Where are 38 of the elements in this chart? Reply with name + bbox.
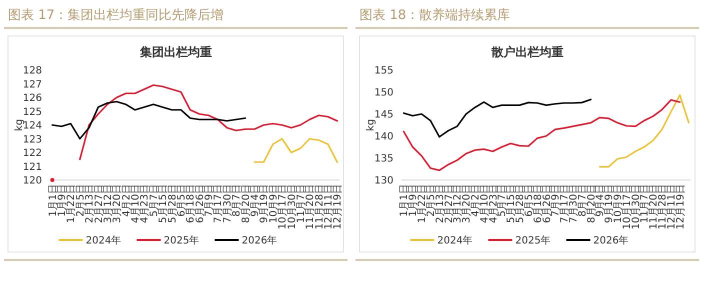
y-axis-title: kg: [14, 118, 25, 132]
x-tick-label: 12月19日: [675, 184, 686, 230]
y-tick-label: 123: [22, 134, 42, 146]
legend-label: 2024年: [86, 234, 122, 246]
y-tick-label: 120: [22, 176, 42, 186]
x-tick-label: 2月13日: [434, 184, 446, 224]
legend-label: 2025年: [164, 234, 200, 246]
y-tick-label: 150: [374, 88, 394, 98]
x-tick-label: 12月11日: [666, 184, 678, 230]
x-tick-label: 10月17日: [622, 184, 633, 230]
y-tick-label: 127: [22, 79, 42, 90]
x-tick-label: 12月19日: [332, 184, 344, 230]
legend-label: 2026年: [242, 234, 278, 246]
x-tick-label: 11月28日: [314, 184, 326, 230]
legend-label: 2024年: [437, 234, 473, 246]
y-tick-label: 140: [374, 132, 394, 142]
y-tick-label: 122: [22, 148, 42, 159]
chart-subtitle: 散户出栏均重: [490, 45, 564, 59]
y-tick-label: 128: [22, 66, 42, 76]
x-tick-label: 4月10日: [479, 184, 490, 224]
chart-subtitle: 集团出栏均重: [138, 45, 212, 59]
y-tick-label: 125: [22, 106, 42, 118]
y-tick-label: 145: [374, 110, 394, 120]
y-tick-label: 121: [22, 162, 42, 173]
y-tick-label: 155: [374, 66, 394, 76]
legend-label: 2025年: [515, 234, 551, 246]
y-axis-title: kg: [366, 118, 376, 132]
x-tick-label: 6月18日: [532, 184, 544, 224]
chart-title: 图表 17：集团出栏均重同比先降后增: [8, 8, 224, 23]
y-tick-label: 130: [374, 176, 394, 186]
y-tick-label: 124: [22, 120, 42, 132]
chart-title: 图表 18：散养端持续累库: [360, 7, 510, 23]
y-tick-label: 126: [22, 93, 42, 104]
legend-label: 2026年: [593, 234, 629, 246]
x-tick-label: 2月27日: [94, 184, 105, 224]
x-tick-label: 3月12日: [102, 184, 114, 224]
x-tick-label: 1月1日: [48, 184, 59, 217]
y-tick-label: 135: [374, 154, 394, 164]
